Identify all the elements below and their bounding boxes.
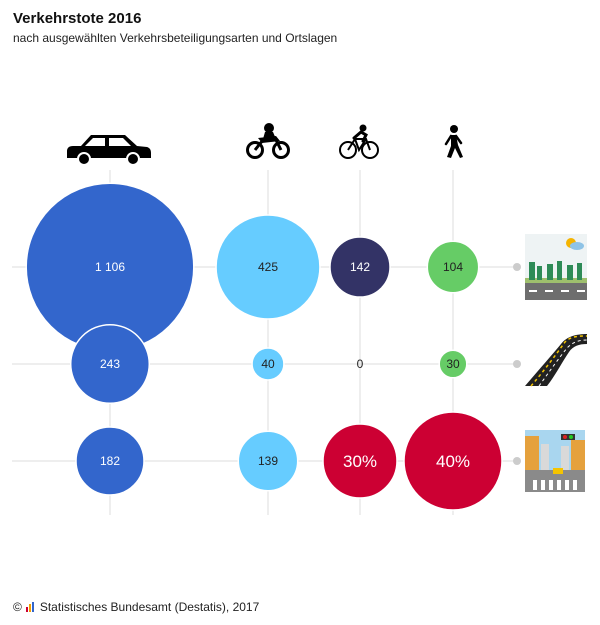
row-marker-landstrasse [513, 263, 521, 271]
bubble-label-innerorts-bicycle: 30% [343, 452, 377, 471]
bubble-innerorts-car[interactable] [75, 426, 145, 496]
bubble-label-autobahn-car: 243 [100, 357, 120, 371]
motorcycle-icon [246, 123, 290, 159]
bubble-label-landstrasse-pedestrian: 104 [443, 260, 463, 274]
pedestrian-icon [444, 125, 463, 158]
bubble-landstrasse-pedestrian[interactable] [426, 240, 480, 294]
bubble-label-innerorts-motorcycle: 139 [258, 454, 278, 468]
row-marker-innerorts [513, 457, 521, 465]
bubble-label-innerorts-pedestrian: 40% [436, 452, 470, 471]
chart-subtitle: nach ausgewählten Verkehrsbeteiligungsar… [13, 31, 338, 45]
bubble-autobahn-motorcycle[interactable] [251, 347, 285, 381]
highway-icon [525, 334, 588, 387]
row-marker-autobahn [513, 360, 521, 368]
source-footer: © Statistisches Bundesamt (Destatis), 20… [13, 600, 259, 614]
bubble-label-landstrasse-car: 1 106 [95, 260, 125, 274]
bubble-innerorts-pedestrian[interactable] [403, 411, 503, 511]
bubble-innerorts-bicycle[interactable] [322, 423, 398, 499]
bubble-label-autobahn-motorcycle: 40 [261, 357, 275, 371]
bubble-innerorts-motorcycle[interactable] [237, 430, 299, 492]
city-street-icon [525, 430, 585, 492]
country-road-icon [525, 234, 587, 300]
bubble-label-landstrasse-bicycle: 142 [350, 260, 370, 274]
bubble-autobahn-pedestrian[interactable] [438, 349, 468, 379]
chart-title: Verkehrstote 2016 [13, 10, 142, 27]
bubble-label-autobahn-bicycle: 0 [357, 357, 364, 371]
bubble-label-autobahn-pedestrian: 30 [446, 357, 460, 371]
copyright-symbol: © [13, 600, 22, 614]
bubble-autobahn-car[interactable] [69, 323, 151, 405]
bicycle-icon [339, 124, 379, 159]
bubble-landstrasse-motorcycle[interactable] [215, 214, 321, 320]
source-text: Statistisches Bundesamt (Destatis), 2017 [39, 600, 260, 614]
bubble-label-landstrasse-motorcycle: 425 [258, 260, 278, 274]
destatis-logo-icon [25, 602, 36, 612]
bubble-label-innerorts-car: 182 [100, 454, 120, 468]
car-icon [67, 135, 151, 166]
bubble-landstrasse-bicycle[interactable] [329, 236, 391, 298]
